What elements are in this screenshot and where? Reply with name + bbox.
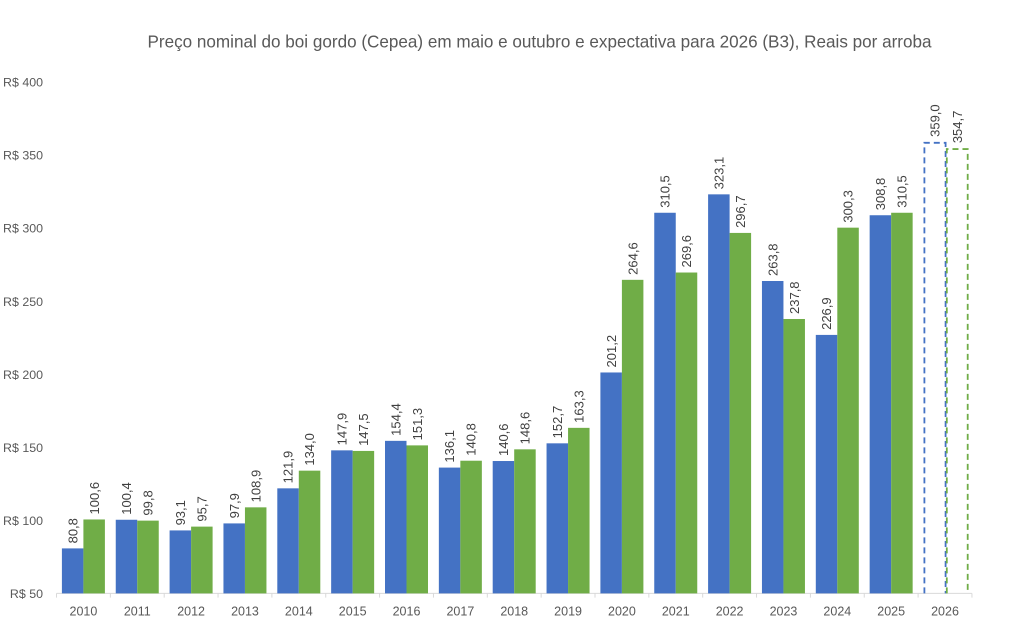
svg-text:148,6: 148,6 [518,412,533,445]
svg-text:99,8: 99,8 [141,490,156,515]
svg-text:2015: 2015 [339,605,367,619]
svg-text:147,9: 147,9 [335,413,350,446]
svg-text:323,1: 323,1 [711,157,726,190]
svg-text:2020: 2020 [608,605,636,619]
svg-text:2017: 2017 [446,605,474,619]
svg-text:R$ 150: R$ 150 [3,441,43,455]
svg-text:93,1: 93,1 [173,500,188,525]
svg-text:134,0: 134,0 [302,433,317,466]
svg-text:354,7: 354,7 [950,111,965,144]
svg-text:152,7: 152,7 [550,406,565,439]
svg-text:Preço nominal do boi gordo (Ce: Preço nominal do boi gordo (Cepea) em ma… [148,32,932,52]
svg-text:2016: 2016 [393,605,421,619]
svg-text:136,1: 136,1 [442,430,457,463]
svg-text:264,6: 264,6 [625,242,640,275]
svg-text:263,8: 263,8 [765,243,780,276]
svg-text:80,8: 80,8 [65,518,80,543]
svg-text:R$ 350: R$ 350 [3,149,43,163]
svg-text:2018: 2018 [500,605,528,619]
svg-text:R$ 100: R$ 100 [3,514,43,528]
svg-text:140,6: 140,6 [496,423,511,456]
svg-text:2014: 2014 [285,605,313,619]
svg-text:100,4: 100,4 [119,482,134,515]
svg-text:2010: 2010 [70,605,98,619]
svg-text:R$ 200: R$ 200 [3,368,43,382]
svg-text:308,8: 308,8 [873,178,888,211]
svg-text:2013: 2013 [231,605,259,619]
svg-text:108,9: 108,9 [248,470,263,503]
svg-text:201,2: 201,2 [604,335,619,368]
svg-text:140,8: 140,8 [464,423,479,456]
svg-text:97,9: 97,9 [227,493,242,518]
svg-text:296,7: 296,7 [733,195,748,228]
svg-text:154,4: 154,4 [388,403,403,436]
svg-text:2026: 2026 [931,605,959,619]
svg-text:95,7: 95,7 [194,496,209,521]
svg-text:151,3: 151,3 [410,408,425,441]
svg-text:R$ 50: R$ 50 [10,587,43,601]
svg-text:147,5: 147,5 [356,413,371,446]
svg-text:2012: 2012 [177,605,205,619]
svg-text:100,6: 100,6 [87,482,102,515]
svg-text:2025: 2025 [877,605,905,619]
svg-text:R$ 250: R$ 250 [3,295,43,309]
svg-text:2019: 2019 [554,605,582,619]
svg-text:310,5: 310,5 [658,175,673,208]
svg-text:2023: 2023 [770,605,798,619]
svg-text:2024: 2024 [823,605,851,619]
svg-text:2022: 2022 [716,605,744,619]
svg-text:2021: 2021 [662,605,690,619]
svg-text:300,3: 300,3 [841,190,856,223]
svg-text:R$ 400: R$ 400 [3,76,43,90]
svg-text:121,9: 121,9 [281,451,296,484]
svg-text:226,9: 226,9 [819,297,834,330]
svg-text:R$ 300: R$ 300 [3,222,43,236]
svg-text:2011: 2011 [124,605,151,619]
svg-text:359,0: 359,0 [928,104,943,137]
svg-text:163,3: 163,3 [571,390,586,423]
svg-text:237,8: 237,8 [787,281,802,314]
svg-text:310,5: 310,5 [895,175,910,208]
svg-text:269,6: 269,6 [679,235,694,268]
